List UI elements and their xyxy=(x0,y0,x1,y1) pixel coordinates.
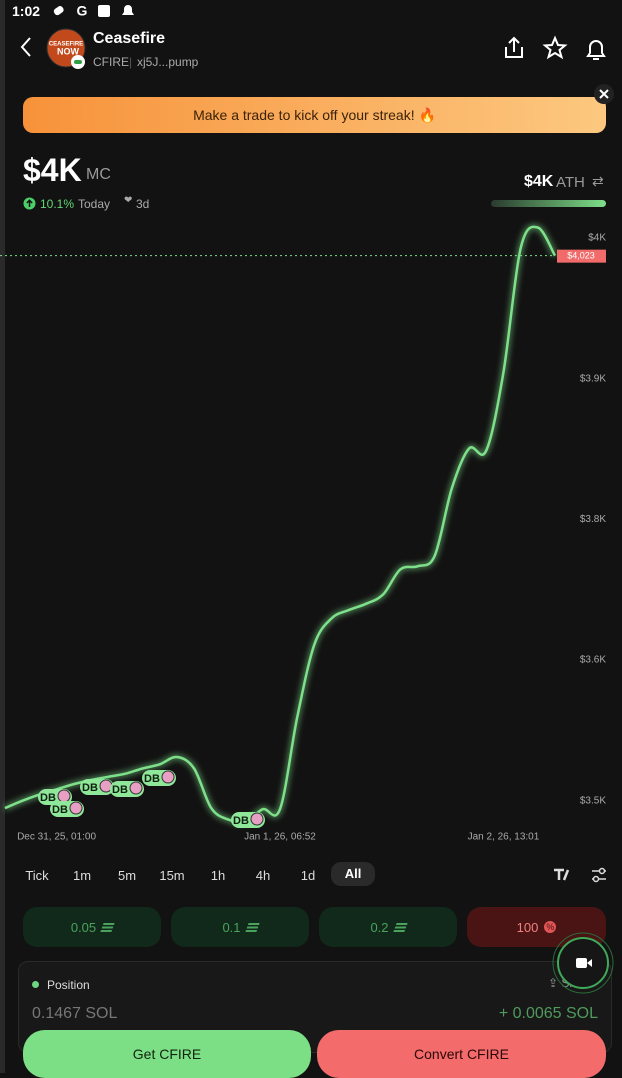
banner-close[interactable] xyxy=(593,83,615,105)
logo-text: NOW xyxy=(57,46,80,56)
logo-text: CEASEFIRE xyxy=(49,42,83,48)
trade-marker: DB xyxy=(80,779,114,795)
sell-amount: 100 xyxy=(516,919,539,935)
y-tick-label: $4K xyxy=(588,233,606,244)
change-period: Today xyxy=(78,197,111,211)
timeframe[interactable]: 1h xyxy=(210,868,226,883)
range[interactable]: 3d xyxy=(136,197,150,211)
marker-label: DB xyxy=(144,773,160,785)
marker-avatar xyxy=(129,781,143,795)
timeframe[interactable]: All xyxy=(331,862,375,886)
quick-buy-button[interactable]: 0.1 xyxy=(171,907,309,947)
marker-label: DB xyxy=(82,782,98,794)
timeframe[interactable]: 1d xyxy=(300,868,316,883)
marker-label: DB xyxy=(52,804,68,816)
trade-marker: DB xyxy=(231,812,265,828)
price-chart: $4K $3.9K $3.8K $3.6K $3.5K Dec 31, 25, 01:00… xyxy=(0,223,606,843)
timeframe[interactable]: 1m xyxy=(72,868,92,883)
quick-buy-button[interactable]: 0.05 xyxy=(23,907,161,947)
buy-amount: 0.05 xyxy=(70,919,97,935)
percent-icon: % xyxy=(544,921,557,933)
price-tag xyxy=(557,249,606,263)
price-tag-label: $4,023 xyxy=(567,251,595,261)
svg-text:G: G xyxy=(77,3,88,19)
x-tick-label: Dec 31, 25, 01:00 xyxy=(17,832,96,843)
range-icon: ❤ xyxy=(124,195,133,206)
record-button[interactable] xyxy=(552,932,614,994)
market-cap-unit: MC xyxy=(86,166,111,183)
timeframe[interactable]: 5m xyxy=(117,868,137,883)
position-amount: 0.1467 SOL xyxy=(32,1005,118,1022)
sol-icon xyxy=(244,922,260,932)
buy-button[interactable]: Get CFIRE xyxy=(23,1030,311,1078)
marker-label: DB xyxy=(40,792,56,804)
y-tick-label: $3.9K xyxy=(580,373,606,384)
token-name: Ceasefire xyxy=(93,30,166,47)
marker-avatar xyxy=(69,801,83,815)
timeframe[interactable]: 15m xyxy=(159,868,185,883)
y-tick-label: $3.6K xyxy=(580,655,606,666)
chart-tools[interactable] xyxy=(552,864,612,886)
header-actions[interactable] xyxy=(500,34,612,64)
marker-avatar xyxy=(57,789,71,803)
ath-value: $4K xyxy=(524,173,554,190)
x-tick-label: Jan 2, 26, 13:01 xyxy=(468,832,540,843)
price-change: 10.1% xyxy=(40,197,75,211)
edge xyxy=(0,0,5,1073)
position-pnl: + 0.0065 SOL xyxy=(498,1005,598,1022)
token-address[interactable]: xj5J...pump xyxy=(137,55,199,69)
price-line xyxy=(4,225,557,824)
position-title: Position xyxy=(47,978,90,992)
streak-banner[interactable]: Make a trade to kick off your streak! 🔥 xyxy=(23,97,606,133)
sol-icon xyxy=(392,922,408,932)
marker-label: DB xyxy=(112,784,128,796)
trade-marker: DB xyxy=(142,770,176,786)
trade-marker: DB xyxy=(50,801,84,817)
clock: 1:02 xyxy=(12,3,41,19)
position-dot xyxy=(32,981,39,988)
market-cap: $4K xyxy=(23,152,82,188)
trade-marker: DB xyxy=(110,781,144,797)
buy-amount: 0.1 xyxy=(222,919,241,935)
divider: | xyxy=(129,55,133,69)
y-tick-label: $3.5K xyxy=(580,795,606,806)
sell-button[interactable]: Convert CFIRE xyxy=(317,1030,606,1078)
buy-amount: 0.2 xyxy=(370,919,389,935)
quick-buy-button[interactable]: 0.2 xyxy=(319,907,457,947)
price-line-glow xyxy=(3,223,558,826)
marker-avatar xyxy=(161,770,175,784)
marker-label: DB xyxy=(233,815,249,827)
y-tick-label: $3.8K xyxy=(580,514,606,525)
timeframe[interactable]: 4h xyxy=(255,868,271,883)
token-ticker: CFIRE xyxy=(93,55,129,69)
x-tick-label: Jan 1, 26, 06:52 xyxy=(244,832,316,843)
back-button[interactable] xyxy=(14,30,44,64)
timeframe[interactable]: Tick xyxy=(25,868,49,883)
ath-toggle[interactable]: ⇄ xyxy=(592,173,604,189)
token-logo: CEASEFIRE NOW xyxy=(46,28,86,69)
ath-progress xyxy=(491,200,606,207)
ath-label: ATH xyxy=(556,174,585,191)
marker-avatar xyxy=(250,812,264,826)
sol-icon xyxy=(100,922,115,932)
up-icon xyxy=(23,197,36,210)
status-icons: G xyxy=(53,3,134,19)
